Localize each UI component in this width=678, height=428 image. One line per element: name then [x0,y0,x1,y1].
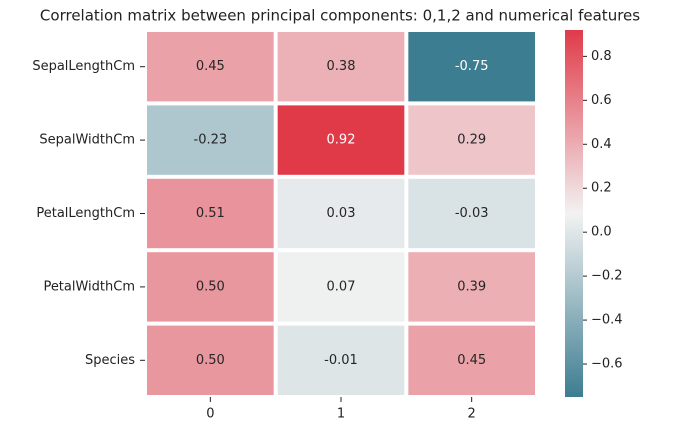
x-tick-label: 2 [468,407,476,422]
y-tick-label: PetalWidthCm [43,279,135,294]
heatmap-cell [277,325,405,395]
cell-label: 0.45 [457,353,486,368]
cell-label: 0.50 [196,279,225,294]
colorbar [565,30,583,397]
cell-label: 0.51 [196,206,225,221]
cell-label: -0.23 [194,133,228,148]
cell-label: 0.39 [457,279,486,294]
cell-label: 0.07 [327,279,356,294]
heatmap-cell [147,105,274,175]
colorbar-tick-label: 0.8 [591,49,612,64]
y-tick-label: Species [85,353,135,368]
heatmap-cell [408,105,535,175]
y-tick-label: SepalWidthCm [39,133,135,148]
chart-title: Correlation matrix between principal com… [40,7,640,25]
heatmap-cell [147,32,274,102]
y-tick-label: PetalLengthCm [36,206,135,221]
cell-label: 0.50 [196,353,225,368]
cell-label: -0.01 [324,353,358,368]
heatmap-cell [147,178,274,249]
cell-label: -0.03 [455,206,489,221]
colorbar-tick-label: −0.2 [591,269,623,284]
heatmap-cell [147,325,274,395]
heatmap-cell [408,252,535,322]
heatmap-cell [147,252,274,322]
y-tick-label: SepalLengthCm [32,59,135,74]
heatmap-cell [277,252,405,322]
x-tick-label: 0 [206,407,214,422]
heatmap-cell [408,32,535,102]
x-tick-label: 1 [337,407,345,422]
heatmap-cell [277,178,405,249]
cell-label: 0.45 [196,59,225,74]
cell-label: 0.03 [327,206,356,221]
colorbar-tick-label: −0.6 [591,357,623,372]
heatmap-cell [408,178,535,249]
colorbar-tick-label: 0.0 [591,225,612,240]
heatmap-cell [408,325,535,395]
cell-label: 0.92 [327,133,356,148]
cell-label: 0.38 [327,59,356,74]
colorbar-tick-label: 0.2 [591,181,612,196]
heatmap-cell [277,32,405,102]
heatmap-cell [277,105,405,175]
cell-label: -0.75 [455,59,489,74]
colorbar-tick-label: 0.6 [591,93,612,108]
colorbar-tick-label: −0.4 [591,313,623,328]
colorbar-tick-label: 0.4 [591,137,612,152]
cell-label: 0.29 [457,133,486,148]
